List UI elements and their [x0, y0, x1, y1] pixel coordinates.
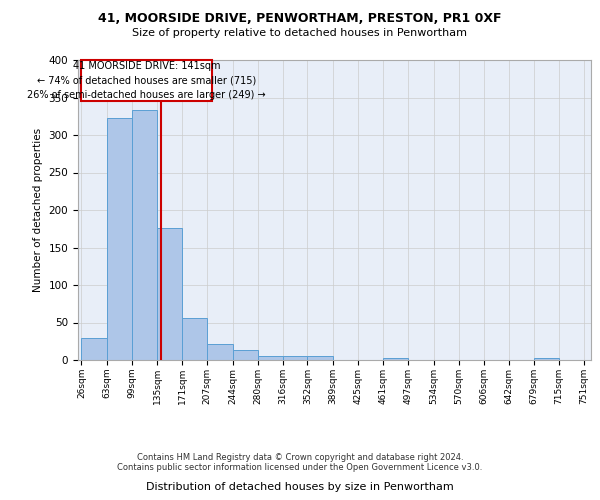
Text: 41, MOORSIDE DRIVE, PENWORTHAM, PRESTON, PR1 0XF: 41, MOORSIDE DRIVE, PENWORTHAM, PRESTON,… — [98, 12, 502, 26]
Bar — [182, 318, 207, 360]
Text: Size of property relative to detached houses in Penwortham: Size of property relative to detached ho… — [133, 28, 467, 38]
Bar — [207, 344, 233, 360]
Text: 41 MOORSIDE DRIVE: 141sqm
← 74% of detached houses are smaller (715)
26% of semi: 41 MOORSIDE DRIVE: 141sqm ← 74% of detac… — [28, 61, 266, 100]
Bar — [307, 356, 333, 360]
Bar — [107, 118, 132, 360]
Bar — [383, 358, 408, 360]
Bar — [283, 356, 307, 360]
Bar — [233, 350, 257, 360]
Text: Distribution of detached houses by size in Penwortham: Distribution of detached houses by size … — [146, 482, 454, 492]
FancyBboxPatch shape — [81, 60, 212, 101]
Bar — [132, 110, 157, 360]
Bar — [534, 358, 559, 360]
Bar — [257, 356, 283, 360]
Bar — [157, 228, 182, 360]
Text: Contains HM Land Registry data © Crown copyright and database right 2024.
Contai: Contains HM Land Registry data © Crown c… — [118, 453, 482, 472]
Y-axis label: Number of detached properties: Number of detached properties — [33, 128, 43, 292]
Bar — [82, 338, 107, 360]
